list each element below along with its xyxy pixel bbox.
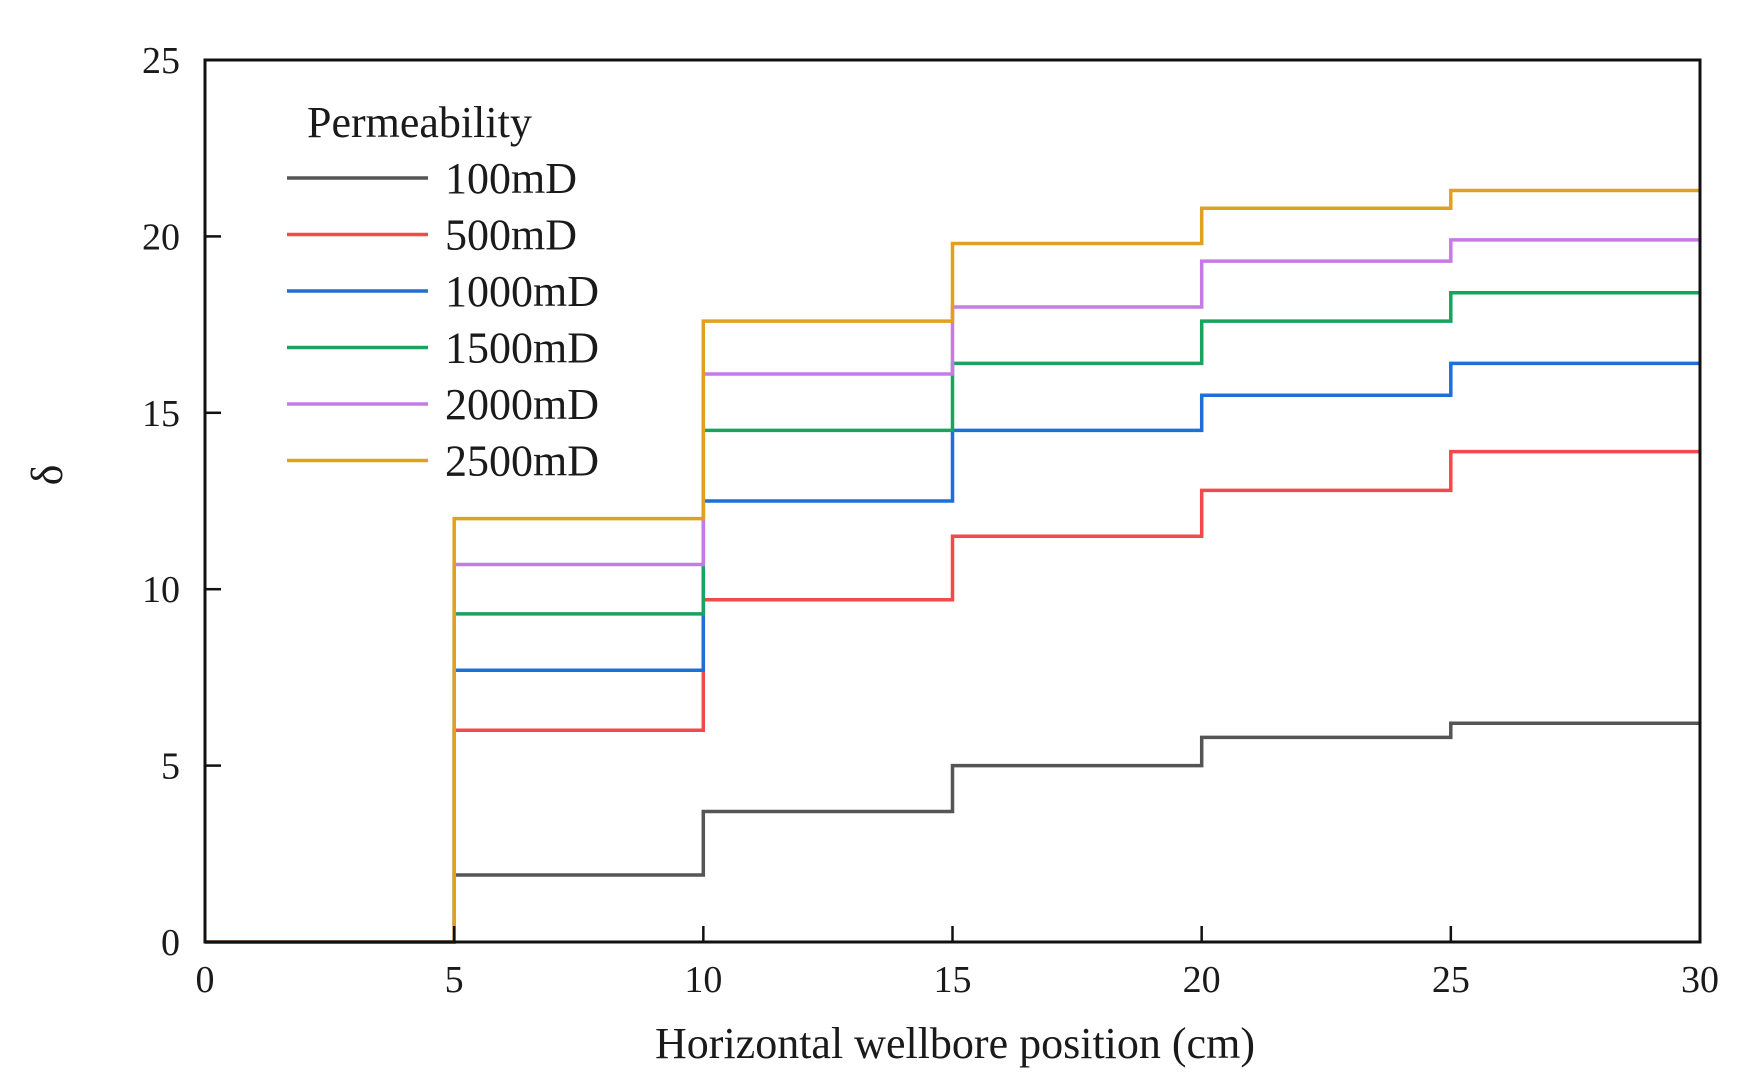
x-tick-label: 25	[1432, 959, 1470, 1001]
series-line-100md	[205, 721, 1700, 944]
legend-item-500md: 500mD	[287, 211, 577, 260]
y-tick-label: 10	[142, 569, 180, 611]
legend-item-100md: 100mD	[287, 154, 577, 203]
legend-item-2500md: 2500mD	[287, 437, 599, 486]
ticks-layer: 0 5 10 15 20 25 30 0 5 10 15 20 25	[142, 40, 1719, 1001]
x-tick-label: 20	[1183, 959, 1221, 1001]
y-tick-label: 0	[161, 922, 180, 964]
series-line-1500md	[205, 291, 1700, 944]
legend-item-2000md: 2000mD	[287, 380, 599, 429]
series-line-2500md	[205, 188, 1700, 944]
x-tick-label: 5	[445, 959, 464, 1001]
y-tick-label: 5	[161, 746, 180, 788]
legend-label: 1500mD	[445, 324, 599, 373]
x-axis-title: Horizontal wellbore position (cm)	[655, 1019, 1255, 1068]
legend: Permeability 100mD 500mD 1000mD 1500mD 2000m…	[287, 98, 599, 486]
y-axis-title: δ	[23, 465, 72, 486]
legend-title: Permeability	[307, 98, 532, 147]
legend-label: 1000mD	[445, 267, 599, 316]
y-tick-label: 15	[142, 393, 180, 435]
legend-item-1500md: 1500mD	[287, 324, 599, 373]
legend-label: 2000mD	[445, 380, 599, 429]
series-layer	[205, 188, 1700, 944]
x-tick-label: 0	[196, 959, 215, 1001]
legend-label: 2500mD	[445, 437, 599, 486]
legend-label: 500mD	[445, 211, 577, 260]
y-tick-label: 20	[142, 216, 180, 258]
x-tick-label: 10	[684, 959, 722, 1001]
y-tick-label: 25	[142, 40, 180, 82]
legend-label: 100mD	[445, 154, 577, 203]
x-tick-label: 15	[934, 959, 972, 1001]
x-tick-label: 30	[1681, 959, 1719, 1001]
legend-item-1000md: 1000mD	[287, 267, 599, 316]
series-line-500md	[205, 449, 1700, 944]
